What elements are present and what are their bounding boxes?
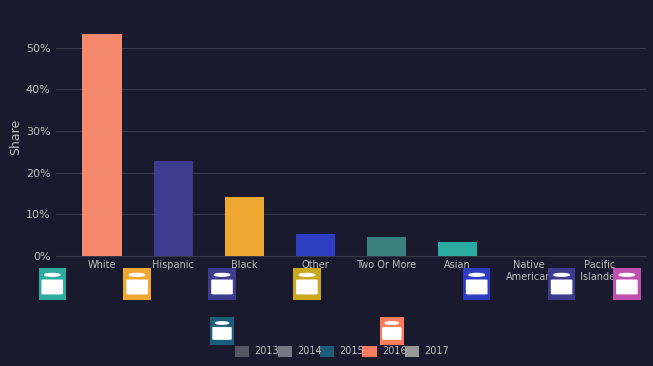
Circle shape	[619, 273, 635, 276]
Bar	[210, 317, 234, 345]
FancyBboxPatch shape	[211, 280, 233, 294]
Text: 2015: 2015	[340, 346, 364, 356]
Text: 2013: 2013	[255, 346, 279, 356]
FancyBboxPatch shape	[616, 280, 638, 294]
Bar	[438, 242, 477, 256]
FancyBboxPatch shape	[550, 280, 573, 294]
Bar	[225, 197, 264, 256]
Text: 2016: 2016	[382, 346, 407, 356]
Bar	[548, 268, 575, 300]
Bar	[405, 346, 419, 356]
FancyBboxPatch shape	[382, 327, 402, 340]
Y-axis label: Share: Share	[8, 119, 22, 156]
Text: 2014: 2014	[297, 346, 322, 356]
Circle shape	[214, 273, 230, 276]
Bar	[153, 161, 193, 256]
Bar	[367, 237, 406, 256]
Bar	[278, 346, 292, 356]
Bar	[208, 268, 236, 300]
Circle shape	[299, 273, 315, 276]
FancyBboxPatch shape	[212, 327, 232, 340]
FancyBboxPatch shape	[41, 280, 63, 294]
Bar	[613, 268, 641, 300]
Bar	[296, 235, 335, 256]
Bar	[123, 268, 151, 300]
FancyBboxPatch shape	[466, 280, 488, 294]
FancyBboxPatch shape	[296, 280, 318, 294]
Circle shape	[44, 273, 60, 276]
Bar	[82, 34, 121, 256]
Bar	[293, 268, 321, 300]
Bar	[463, 268, 490, 300]
Bar	[380, 317, 404, 345]
Bar	[362, 346, 377, 356]
Circle shape	[469, 273, 485, 276]
Circle shape	[554, 273, 569, 276]
Circle shape	[215, 322, 229, 324]
FancyBboxPatch shape	[126, 280, 148, 294]
Text: 2017: 2017	[424, 346, 449, 356]
Circle shape	[129, 273, 145, 276]
Bar	[39, 268, 66, 300]
Bar	[235, 346, 249, 356]
Circle shape	[385, 322, 398, 324]
Bar	[320, 346, 334, 356]
